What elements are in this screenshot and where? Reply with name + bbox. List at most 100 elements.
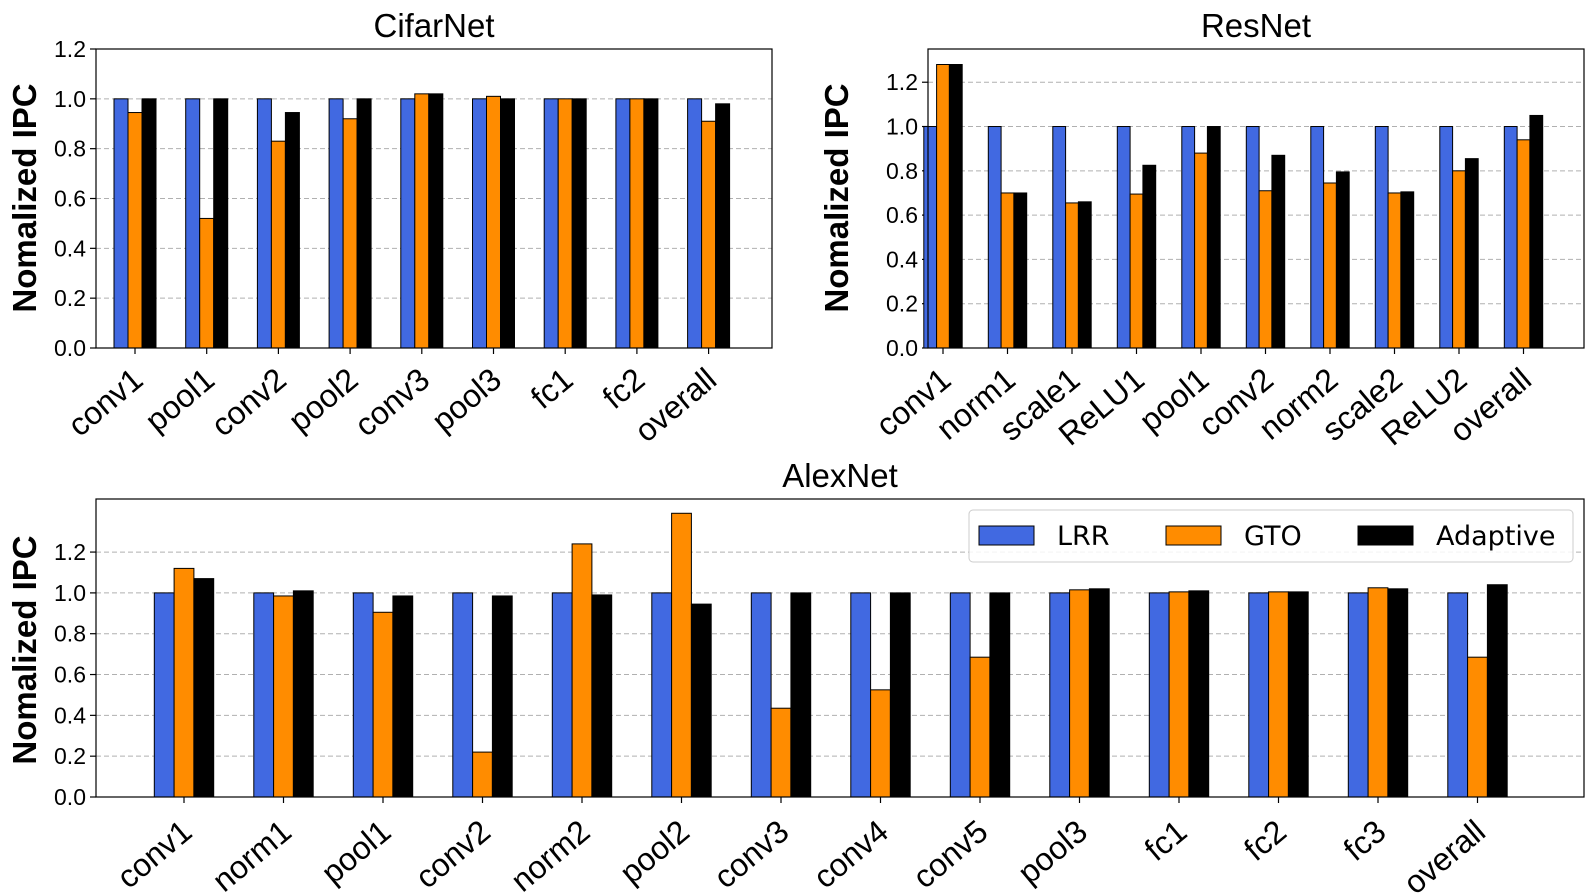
bar-lrr-norm1	[253, 592, 275, 798]
bar-gto-conv2	[472, 751, 493, 798]
x-tick-label: pool3	[1011, 813, 1094, 891]
bar-gto-conv2	[1258, 190, 1273, 349]
bar-lrr-pool1	[1181, 126, 1196, 349]
chart-cifarnet: CifarNet Nomalized IPC 0.0 0.2 0.4 0.6 0.8 1.0 1…	[6, 7, 773, 449]
bar-lrr-pool1	[185, 98, 201, 349]
x-tick-label: pool3	[425, 361, 508, 439]
y-tick-label: 0.2	[54, 285, 86, 311]
y-tick-label: 0.0	[54, 784, 86, 810]
y-tick-label: 0.8	[886, 158, 918, 184]
y-tick-label: 0.4	[886, 246, 918, 272]
bar-gto-norm1	[1000, 192, 1015, 349]
x-tick-label: pool1	[138, 361, 221, 439]
bar-lrr-relu2	[1439, 126, 1454, 349]
bar-lrr-conv1	[153, 592, 175, 798]
bar-adaptive-relu1	[1142, 164, 1157, 349]
bar-gto-scale1	[1065, 202, 1079, 349]
bar-adaptive-scale2	[1400, 191, 1415, 349]
x-tick-label: norm1	[205, 813, 298, 896]
chart-title: CifarNet	[373, 7, 494, 44]
legend-swatch-adaptive	[1357, 525, 1414, 546]
y-tick-label: 0.2	[54, 743, 86, 769]
bar-gto-fc1	[1168, 591, 1190, 798]
y-tick-label: 1.2	[54, 36, 86, 62]
y-tick-label: 0.0	[54, 335, 86, 361]
bar-lrr-norm1	[987, 126, 1002, 349]
bar-gto-fc3	[1367, 587, 1389, 798]
chart-resnet: ResNet Nomalized IPC 0.0 0.2 0.4 0.6 0.8 1.0 1.2…	[818, 7, 1585, 452]
bar-gto-norm1	[273, 595, 294, 798]
bar-gto-conv3	[770, 707, 792, 798]
bar-adaptive-fc3	[1387, 588, 1409, 798]
bar-adaptive-conv5	[989, 592, 1011, 798]
bar-gto-pool2	[342, 118, 358, 349]
bar-lrr-overall	[687, 98, 703, 349]
x-tick-label: conv4	[806, 813, 895, 895]
y-axis-label: Nomalized IPC	[818, 83, 855, 312]
bar-lrr-pool1	[352, 592, 374, 798]
bar-adaptive-conv3	[428, 93, 444, 349]
y-axis-label: Nomalized IPC	[6, 83, 43, 312]
bar-lrr-scale2	[1374, 126, 1389, 349]
bar-lrr-fc2	[1248, 592, 1270, 798]
bar-lrr-conv5	[949, 592, 971, 798]
x-tick-label: conv1	[61, 361, 150, 443]
bar-adaptive-pool2	[356, 98, 372, 349]
bar-adaptive-norm2	[1335, 171, 1350, 349]
bar-gto-pool1	[1194, 152, 1208, 349]
bar-gto-relu1	[1129, 193, 1144, 349]
bar-gto-scale2	[1387, 192, 1402, 349]
bar-adaptive-conv4	[889, 592, 911, 798]
bar-lrr-fc2	[615, 98, 631, 349]
y-axis-label: Nomalized IPC	[6, 535, 43, 764]
bar-lrr-conv2	[256, 98, 272, 349]
bar-lrr-pool2	[328, 98, 344, 349]
bar-gto-conv1	[173, 567, 195, 798]
y-tick-label: 1.2	[54, 539, 86, 565]
bar-adaptive-conv1	[948, 64, 963, 349]
bar-gto-conv3	[414, 93, 430, 349]
x-tick-label: fc1	[524, 361, 580, 416]
chart-title: AlexNet	[782, 457, 898, 494]
x-tick-label: conv3	[348, 361, 437, 443]
bar-gto-overall	[701, 120, 717, 349]
legend-swatch-lrr	[978, 525, 1035, 546]
x-tick-label: overall	[1397, 813, 1492, 896]
y-tick-label: 0.6	[54, 662, 86, 688]
bar-adaptive-conv2	[284, 112, 300, 349]
bar-adaptive-fc2	[1287, 591, 1309, 798]
y-tick-label: 0.6	[54, 186, 86, 212]
y-tick-label: 1.0	[886, 114, 918, 140]
y-tick-label: 0.0	[886, 335, 918, 361]
bar-gto-pool1	[372, 611, 394, 798]
bar-adaptive-pool3	[500, 98, 515, 349]
bar-lrr-conv3	[400, 98, 416, 349]
legend-label-gto: GTO	[1244, 521, 1302, 552]
bar-lrr-fc1	[1148, 592, 1170, 798]
bar-lrr-conv1	[113, 98, 129, 349]
x-tick-label: fc1	[1138, 813, 1194, 868]
bar-lrr-overall	[1503, 126, 1518, 349]
x-tick-label: fc3	[1337, 813, 1393, 868]
bar-adaptive-fc1	[1188, 590, 1210, 798]
bar-gto-norm2	[571, 543, 593, 798]
bar-adaptive-pool1	[1206, 126, 1221, 349]
bar-lrr-conv2	[452, 592, 474, 798]
legend-label-adaptive: Adaptive	[1436, 521, 1556, 552]
bar-adaptive-overall	[715, 103, 731, 349]
plot-frame	[95, 498, 1585, 798]
x-tick-label: pool2	[613, 813, 696, 891]
bar-gto-conv1	[127, 112, 143, 349]
bar-adaptive-norm2	[591, 594, 613, 798]
bar-lrr-fc1	[543, 98, 559, 349]
x-tick-label: conv3	[707, 813, 796, 895]
bar-gto-pool2	[671, 512, 692, 798]
bar-gto-pool3	[1069, 589, 1090, 798]
y-tick-label: 0.2	[886, 291, 918, 317]
chart-title: ResNet	[1201, 7, 1311, 44]
x-tick-label: pool1	[314, 813, 397, 891]
bar-gto-norm2	[1323, 182, 1337, 349]
bar-lrr-norm2	[1310, 126, 1325, 349]
bar-adaptive-norm1	[292, 590, 314, 798]
